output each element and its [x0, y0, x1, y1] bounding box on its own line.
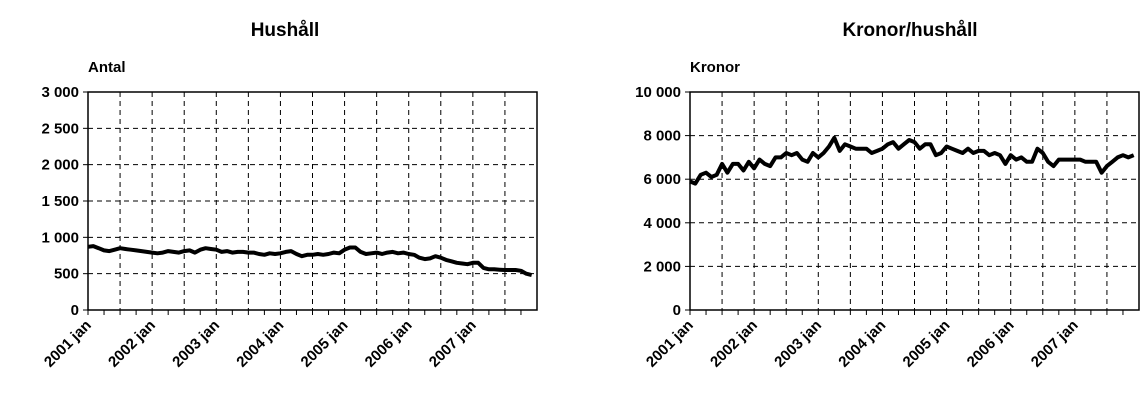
y-tick-label: 500: [54, 266, 79, 283]
data-line: [87, 244, 533, 278]
x-tick-label: 2001 jan: [643, 317, 697, 371]
x-tick-label: 2007 jan: [426, 317, 480, 371]
y-axis-label: Kronor: [690, 59, 740, 76]
y-tick-label: 10 000: [635, 84, 681, 101]
chart-title: Hushåll: [251, 20, 320, 41]
x-tick-label: 2002 jan: [105, 317, 159, 371]
x-tick-label: 2006 jan: [362, 317, 416, 371]
plot-frame: [689, 91, 1140, 311]
data-line: [689, 135, 1135, 186]
y-tick-label: 0: [673, 302, 681, 319]
chart: Hushåll Antal 0 500 1 000 1 500 2 000 2 500 3 00…: [41, 20, 538, 371]
chart-title: Kronor/hushåll: [842, 20, 977, 41]
y-tick-label: 1 000: [41, 229, 79, 246]
y-tick-label: 2 500: [41, 120, 79, 137]
y-tick-label: 2 000: [643, 258, 681, 275]
x-tick-label: 2007 jan: [1028, 317, 1082, 371]
y-axis-label: Antal: [88, 59, 126, 76]
y-tick-label: 6 000: [643, 171, 681, 188]
chart: Kronor/hushåll Kronor 0 2 000 4 000 6 000 8 00…: [635, 20, 1140, 371]
x-tick-label: 2004 jan: [835, 317, 889, 371]
x-tick-label: 2003 jan: [169, 317, 223, 371]
x-tick-label: 2004 jan: [233, 317, 287, 371]
x-tick-label: 2005 jan: [298, 317, 352, 371]
x-tick-label: 2005 jan: [900, 317, 954, 371]
y-tick-label: 4 000: [643, 215, 681, 232]
x-tick-label: 2006 jan: [964, 317, 1018, 371]
y-tick-label: 1 500: [41, 193, 79, 210]
y-tick-label: 8 000: [643, 128, 681, 145]
y-tick-label: 2 000: [41, 157, 79, 174]
x-tick-label: 2003 jan: [771, 317, 825, 371]
y-tick-label: 3 000: [41, 84, 79, 101]
plot-frame: [87, 91, 538, 311]
x-tick-label: 2001 jan: [41, 317, 95, 371]
y-tick-label: 0: [71, 302, 79, 319]
x-tick-label: 2002 jan: [707, 317, 761, 371]
